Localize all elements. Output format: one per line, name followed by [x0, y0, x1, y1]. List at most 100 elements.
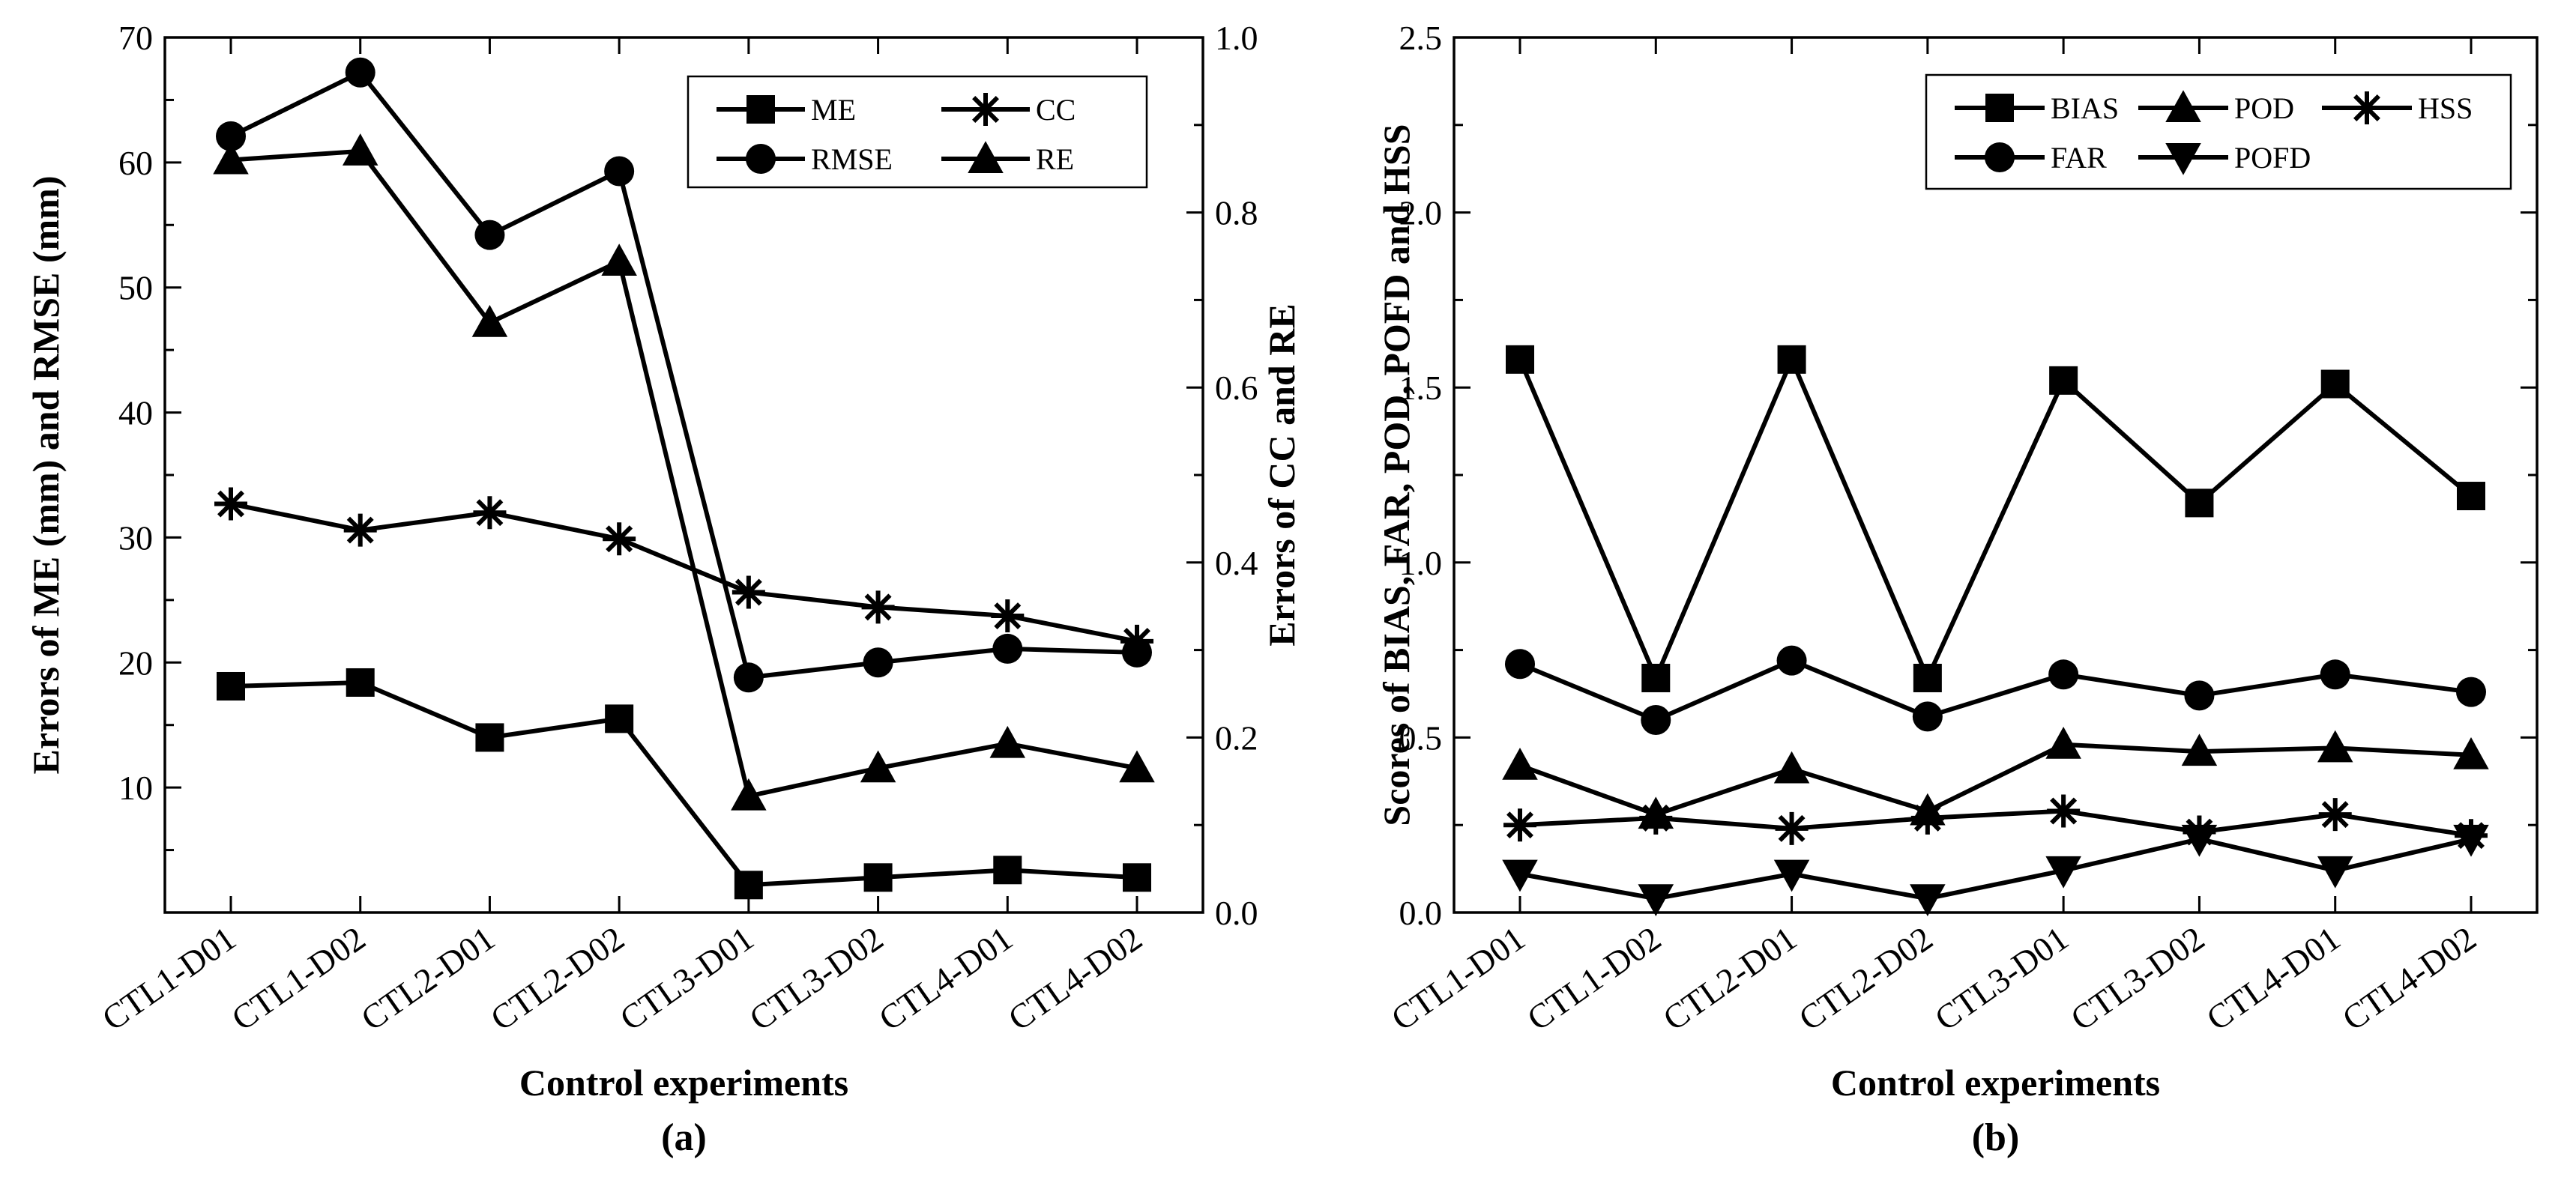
- point-pofd: [1638, 884, 1674, 917]
- legend-marker: [2350, 91, 2383, 124]
- x-tick-label: CTL2-D01: [354, 919, 501, 1038]
- series-line-re: [230, 148, 1138, 799]
- point-rmse: [216, 121, 246, 151]
- series-line-rmse: [229, 69, 1138, 680]
- point-rmse: [992, 633, 1023, 664]
- y-tick-label-left: 10: [118, 769, 153, 807]
- point-pofd: [2045, 856, 2081, 889]
- legend-item-rmse: RMSE: [717, 142, 893, 176]
- legend-item-me: ME: [717, 93, 856, 127]
- legend-marker: [746, 95, 775, 124]
- x-tick-label: CTL4-D02: [1001, 919, 1149, 1038]
- panel-a-chart: CTL1-D01CTL1-D02CTL2-D01CTL2-D02CTL3-D01…: [25, 19, 1303, 1159]
- x-tick-label: CTL2-D02: [483, 919, 631, 1038]
- legend-item-far: FAR: [1955, 141, 2107, 175]
- point-bias: [2049, 366, 2078, 395]
- x-tick-label: CTL3-D02: [743, 919, 890, 1038]
- x-tick-label: CTL4-D01: [2200, 919, 2347, 1038]
- point-bias: [1913, 663, 1942, 692]
- legend-label: FAR: [2051, 141, 2107, 175]
- point-bias: [2185, 488, 2214, 518]
- x-tick-label: CTL3-D02: [2063, 919, 2211, 1038]
- panel-label: (b): [1972, 1116, 2020, 1159]
- y-tick-label-right: 0.0: [1215, 894, 1258, 932]
- series-re: [213, 133, 1155, 811]
- point-hss: [2455, 819, 2488, 853]
- series-line-pofd: [1519, 836, 2472, 901]
- legend-label: HSS: [2418, 91, 2473, 125]
- legend-item-pofd: POFD: [2138, 141, 2311, 175]
- y-tick-label-right: 0.2: [1215, 718, 1258, 757]
- series-line-hss: [1519, 808, 2472, 838]
- point-pod: [2317, 730, 2353, 763]
- y-axis-title-right: Errors of CC and RE: [1261, 303, 1303, 646]
- series-far: [1505, 645, 2486, 736]
- legend-label: CC: [1036, 93, 1076, 127]
- legend-item-cc: CC: [941, 93, 1076, 127]
- point-cc: [991, 599, 1025, 633]
- x-tick-label: CTL2-D01: [1656, 919, 1804, 1038]
- series-line-pod: [1518, 742, 2472, 817]
- point-far: [1776, 645, 1807, 676]
- point-cc: [214, 487, 247, 521]
- legend-item-re: RE: [941, 141, 1074, 176]
- legend-marker: [968, 141, 1004, 173]
- point-re: [860, 750, 896, 783]
- point-pod: [2045, 726, 2081, 759]
- legend-label: POD: [2234, 91, 2294, 125]
- legend-label: ME: [811, 93, 856, 127]
- series-me: [217, 668, 1151, 900]
- point-me: [605, 704, 634, 733]
- legend-box: [1925, 73, 2512, 190]
- x-tick-label: CTL1-D02: [1520, 919, 1668, 1038]
- legend: ME CC RMSE RE: [687, 75, 1148, 189]
- x-tick-label: CTL1-D01: [95, 919, 243, 1038]
- legend-marker: [969, 93, 1002, 126]
- point-pofd: [2317, 856, 2353, 889]
- legend-marker: [2165, 90, 2201, 122]
- legend-marker: [1985, 94, 2014, 122]
- point-me: [217, 671, 245, 701]
- series-hss: [1503, 794, 2488, 853]
- point-far: [1912, 701, 1943, 732]
- point-far: [1505, 649, 1535, 680]
- legend-label: POFD: [2234, 141, 2311, 175]
- point-pofd: [1502, 859, 1538, 892]
- point-re: [342, 133, 378, 166]
- point-rmse: [474, 220, 505, 250]
- series-line-me: [230, 680, 1138, 888]
- legend-marker: [1985, 142, 2015, 172]
- point-re: [731, 778, 767, 811]
- point-far: [1641, 705, 1671, 736]
- x-tick-label: CTL4-D01: [872, 919, 1019, 1038]
- point-pofd: [1910, 884, 1946, 917]
- point-far: [2048, 659, 2079, 690]
- point-me: [475, 723, 504, 752]
- y-tick-label-left: 1.0: [1399, 544, 1443, 582]
- point-re: [989, 725, 1026, 758]
- y-tick-label-left: 0.5: [1399, 718, 1443, 757]
- y-tick-label-left: 50: [118, 269, 153, 307]
- legend-label: BIAS: [2051, 91, 2119, 125]
- series-line-bias: [1518, 354, 2473, 684]
- point-hss: [2047, 794, 2081, 828]
- y-axis-title-left: Errors of ME (mm) and RMSE (mm): [25, 176, 67, 775]
- point-cc: [861, 590, 895, 624]
- point-hss: [1503, 808, 1536, 842]
- y-tick-label-left: 60: [118, 144, 153, 182]
- point-bias: [1506, 345, 1534, 374]
- point-me: [1123, 863, 1151, 892]
- point-me: [993, 856, 1022, 885]
- y-tick-label-right: 0.6: [1215, 369, 1258, 407]
- point-bias: [2457, 482, 2485, 511]
- y-tick-label-left: 2.5: [1399, 19, 1443, 57]
- point-cc: [343, 513, 377, 547]
- legend-item-pod: POD: [2138, 90, 2294, 125]
- panel-label: (a): [661, 1116, 707, 1159]
- point-re: [213, 142, 249, 175]
- point-pod: [2453, 737, 2489, 769]
- legend-item-hss: HSS: [2322, 91, 2473, 125]
- y-axis-title-left: Scores of BIAS, FAR, POD, POFD and HSS: [1375, 124, 1417, 826]
- y-tick-label-left: 40: [118, 394, 153, 432]
